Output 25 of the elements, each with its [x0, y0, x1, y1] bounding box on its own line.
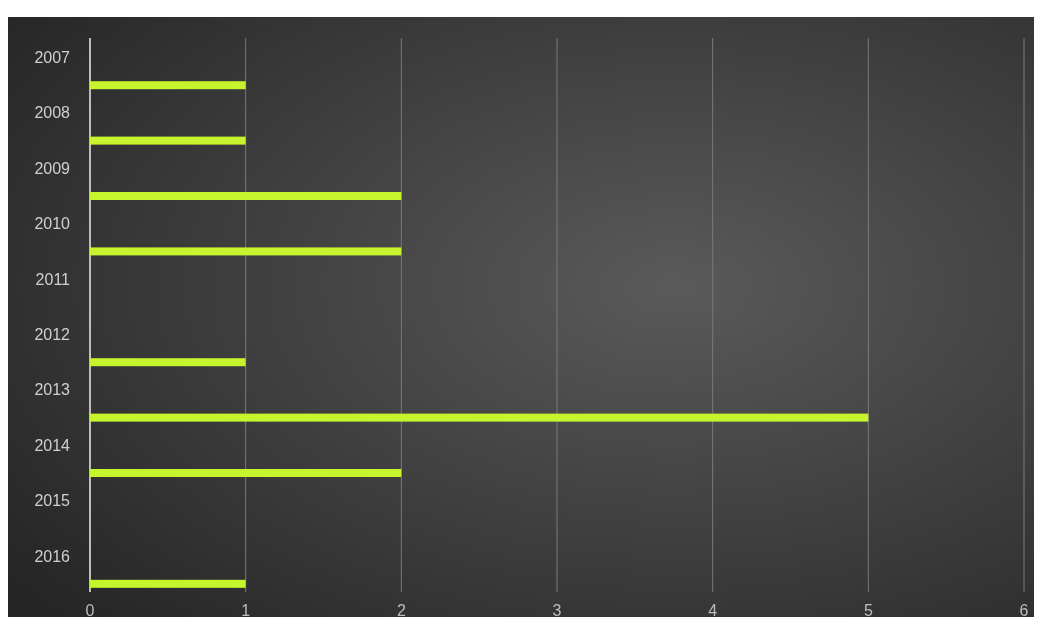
x-tick-label: 2: [396, 602, 406, 617]
bar: [90, 469, 402, 478]
y-tick-label: 2010: [34, 215, 71, 233]
x-tick-label: 4: [708, 602, 718, 617]
y-tick-label: 2013: [34, 381, 71, 399]
y-tick-label: 2016: [34, 547, 71, 565]
x-tick-label: 1: [241, 602, 251, 617]
x-tick-label: 0: [85, 602, 95, 617]
y-tick-label: 2008: [34, 104, 71, 122]
y-tick-label: 2011: [35, 270, 71, 288]
bar: [90, 136, 246, 145]
bar: [90, 579, 246, 588]
y-tick-label: 2012: [34, 325, 71, 343]
x-tick-label: 6: [1019, 602, 1029, 617]
y-tick-label: 2014: [34, 436, 71, 454]
bar: [90, 413, 869, 422]
y-tick-label: 2015: [34, 492, 71, 510]
y-tick-label: 2009: [34, 159, 71, 177]
x-tick-label: 3: [552, 602, 562, 617]
bar: [90, 358, 246, 367]
bar: [90, 192, 402, 201]
bar: [90, 247, 402, 256]
bar: [90, 81, 246, 90]
x-tick-label: 5: [863, 602, 873, 617]
y-tick-label: 2007: [34, 48, 71, 66]
